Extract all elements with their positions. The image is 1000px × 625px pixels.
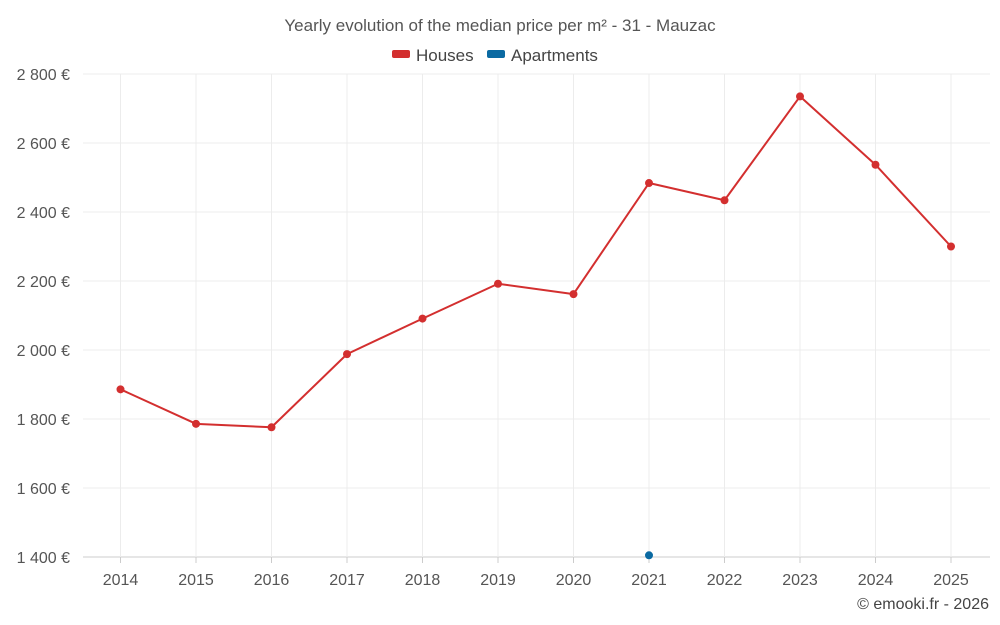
y-tick-label: 1 800 € — [17, 412, 70, 429]
point-houses-2015[interactable] — [192, 419, 200, 428]
x-tick-label: 2020 — [556, 572, 592, 589]
y-tick-label: 1 600 € — [17, 481, 70, 498]
point-apartments-2021[interactable] — [645, 551, 653, 560]
x-tick-label: 2019 — [480, 572, 516, 589]
x-tick-label: 2021 — [631, 572, 667, 589]
credit-text: © emooki.fr - 2026 — [857, 596, 989, 613]
point-houses-2018[interactable] — [418, 314, 427, 323]
x-tick-label: 2023 — [782, 572, 818, 589]
series-line-houses — [120, 95, 952, 429]
point-houses-2022[interactable] — [720, 196, 729, 205]
data-series — [116, 92, 955, 560]
legend-label-houses[interactable]: Houses — [416, 46, 474, 65]
point-houses-2014[interactable] — [116, 385, 125, 394]
legend-swatch-houses — [392, 50, 410, 58]
y-tick-label: 2 400 € — [17, 205, 70, 222]
legend-swatch-apartments — [487, 50, 505, 58]
x-axis-ticks: 2014 2015 2016 2017 2018 2019 2020 2021 2022 2023… — [103, 572, 969, 589]
y-tick-label: 1 400 € — [17, 550, 70, 567]
gridlines — [83, 73, 990, 563]
y-axis-ticks: 1 400 € 1 600 € 1 800 € 2 000 € 2 200 € 2 400… — [17, 67, 70, 567]
point-houses-2023[interactable] — [796, 92, 804, 101]
y-tick-label: 2 000 € — [17, 343, 70, 360]
x-tick-label: 2022 — [707, 572, 743, 589]
x-tick-label: 2025 — [933, 572, 969, 589]
y-tick-label: 2 600 € — [17, 136, 70, 153]
x-tick-label: 2014 — [103, 572, 139, 589]
point-houses-2017[interactable] — [343, 350, 351, 359]
legend-label-apartments[interactable]: Apartments — [511, 46, 598, 65]
legend[interactable]: Houses Apartments — [392, 46, 598, 65]
point-houses-2021[interactable] — [645, 179, 653, 188]
legend-item-houses[interactable]: Houses — [392, 46, 474, 65]
point-houses-2019[interactable] — [494, 279, 502, 288]
x-tick-label: 2015 — [178, 572, 214, 589]
chart-title: Yearly evolution of the median price per… — [284, 16, 716, 35]
x-tick-label: 2017 — [329, 572, 365, 589]
point-houses-2016[interactable] — [267, 423, 276, 432]
point-houses-2024[interactable] — [871, 160, 880, 169]
legend-item-apartments[interactable]: Apartments — [487, 46, 598, 65]
x-tick-label: 2018 — [405, 572, 441, 589]
x-tick-label: 2024 — [858, 572, 894, 589]
x-tick-label: 2016 — [254, 572, 290, 589]
point-houses-2025[interactable] — [947, 242, 955, 251]
point-houses-2020[interactable] — [569, 290, 578, 299]
y-tick-label: 2 800 € — [17, 67, 70, 84]
y-tick-label: 2 200 € — [17, 274, 70, 291]
